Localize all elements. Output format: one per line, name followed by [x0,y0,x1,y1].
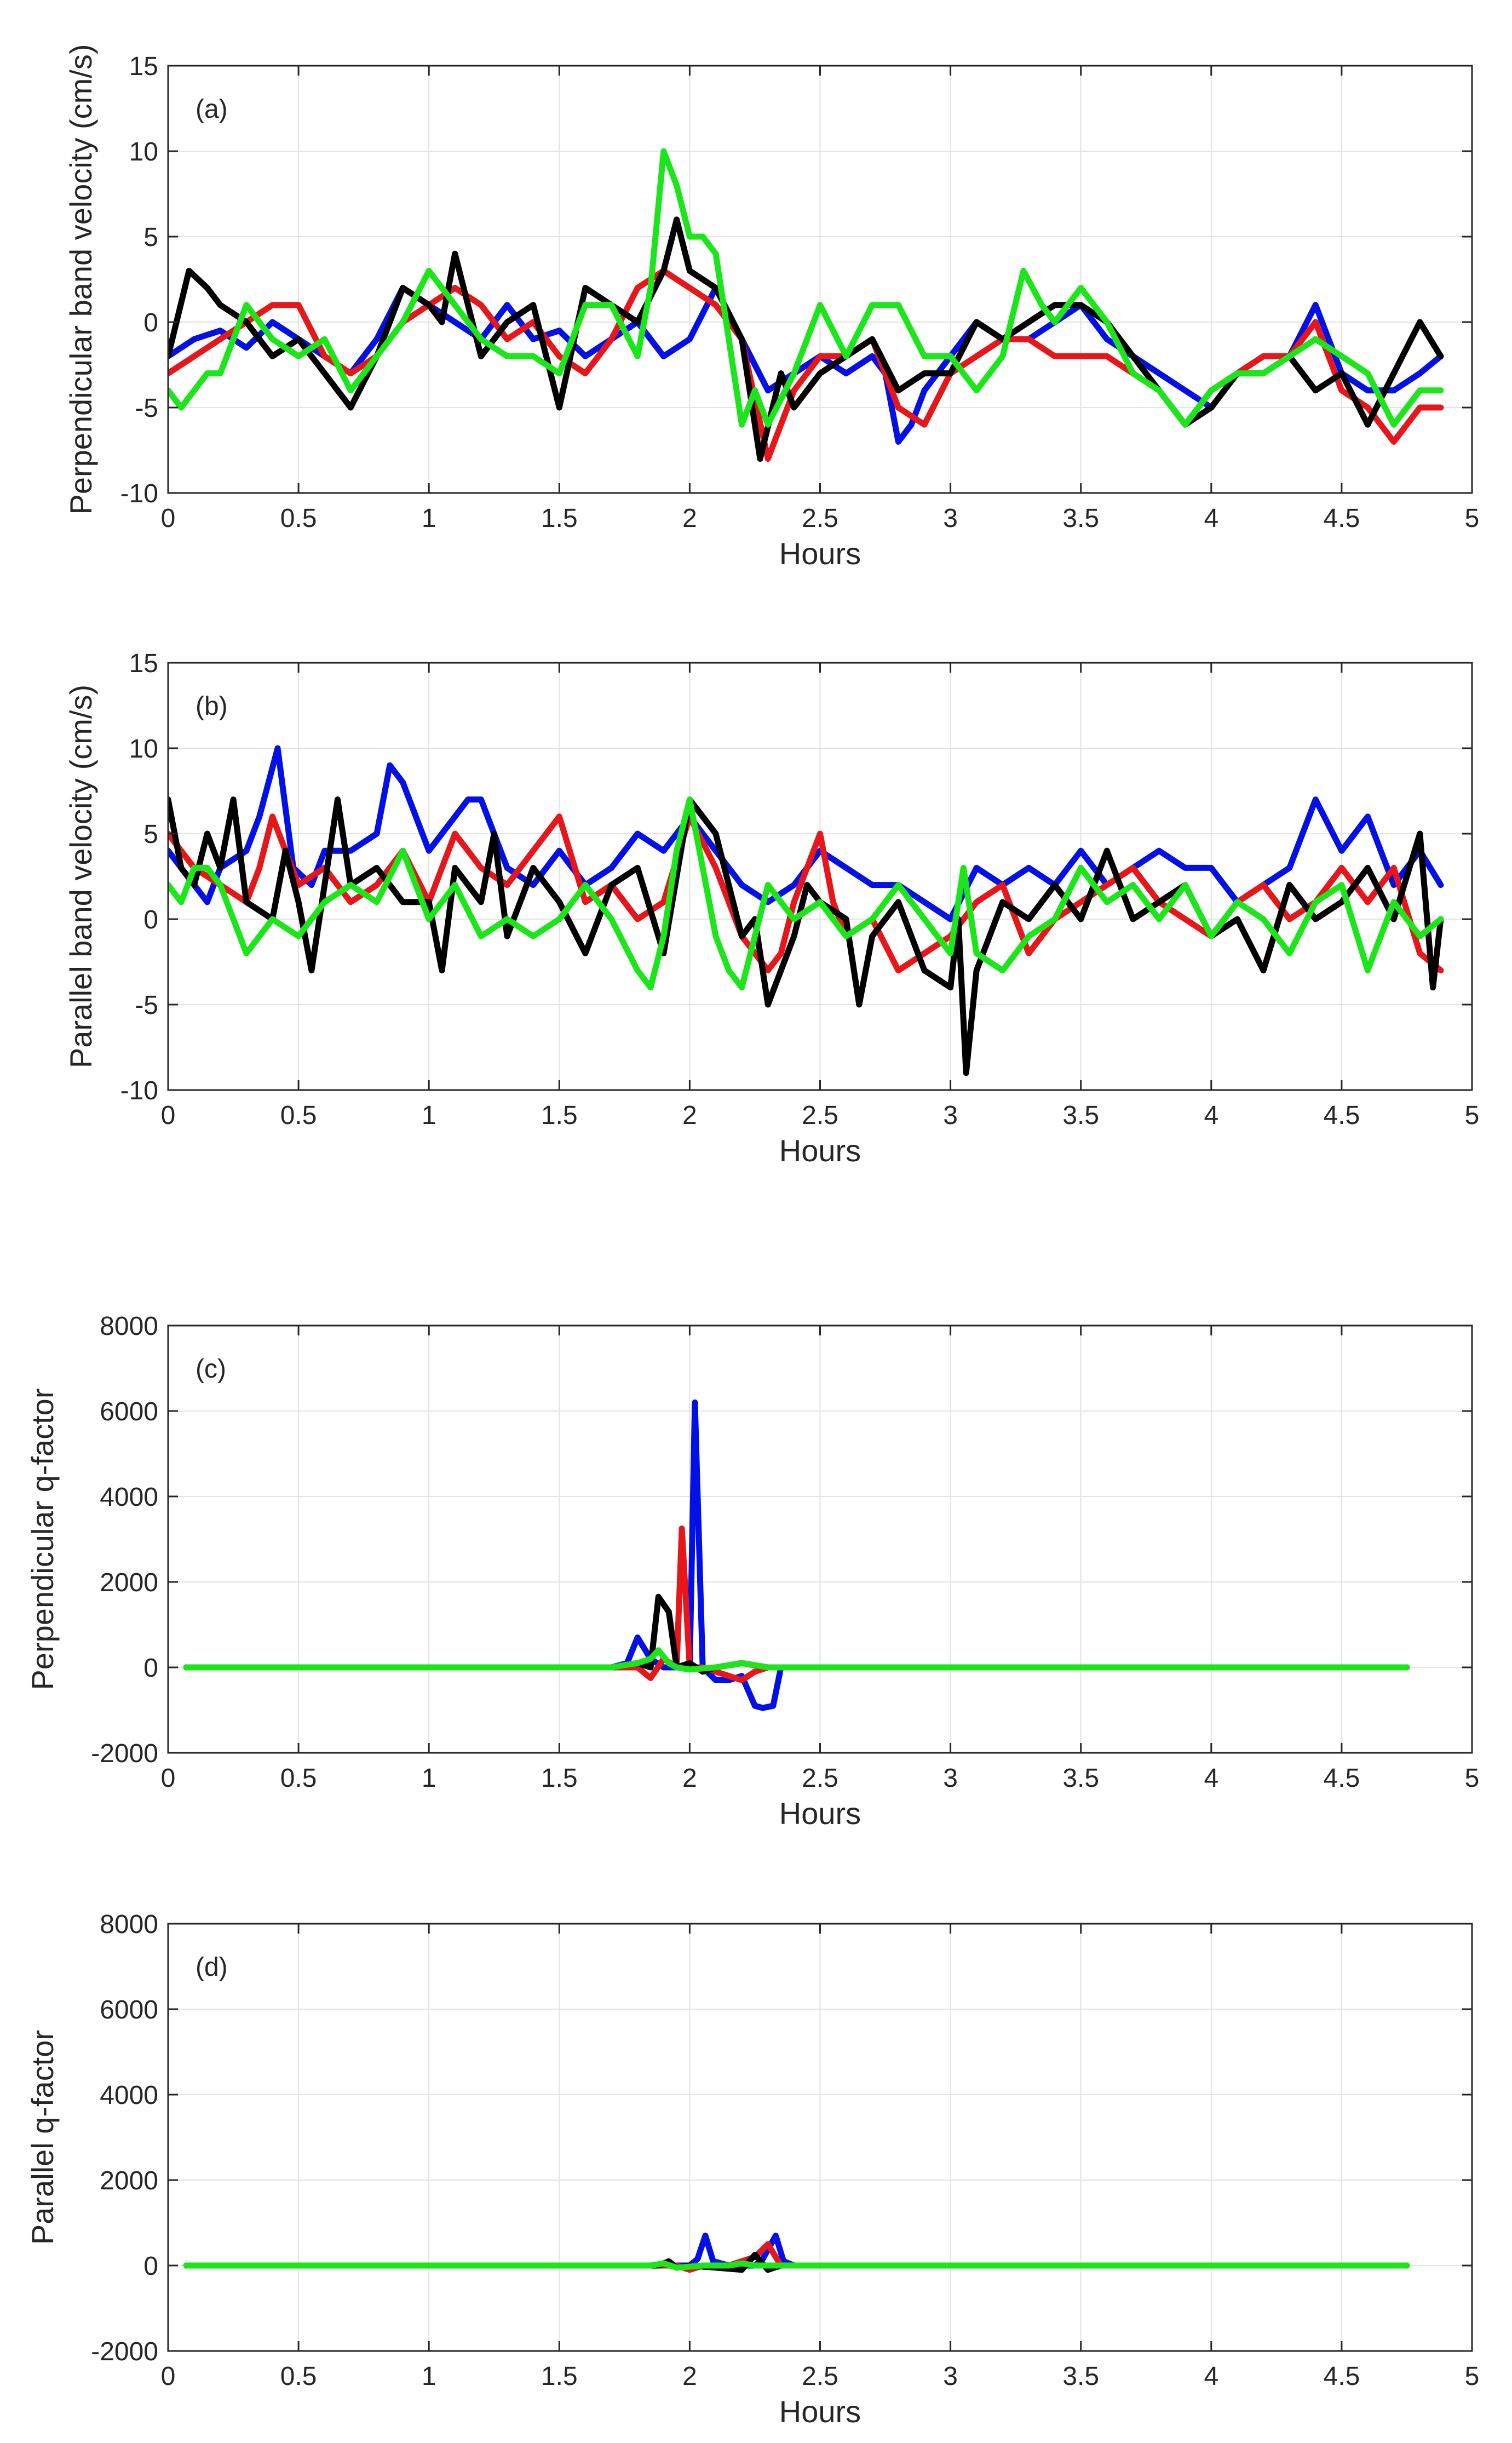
x-tick-label: 4 [1204,1101,1218,1130]
y-tick-label: 0 [143,2252,158,2281]
x-tick-label: 1 [422,1764,436,1793]
y-axis-label: Perpendicular band velocity (cm/s) [64,44,98,514]
x-tick-label: 2 [682,2362,697,2391]
y-tick-label: -10 [120,479,158,508]
y-tick-label: -2000 [91,1739,158,1768]
series-group [183,1399,1410,1711]
series-line-green [183,1647,1410,1673]
panel-a-perpendicular-velocity: 0 0.5 1 1.5 2 2.5 3 3.5 4 4.5 5 -10 -5 0 5 10 15 Hours Per… [64,44,1479,571]
y-tick-label: 10 [129,137,158,167]
x-axis-label: Hours [779,1796,861,1831]
x-tick-label: 5 [1465,2362,1480,2391]
y-tick-label: 0 [143,905,158,934]
y-tick-label: 10 [129,735,158,764]
x-tick-label: 2.5 [802,2362,838,2391]
y-tick-label: 2000 [100,1568,158,1597]
y-tick-label: 0 [143,1654,158,1683]
x-tick-label: 0 [161,504,176,533]
x-tick-label: 3 [943,1764,958,1793]
x-tick-label: 5 [1465,504,1480,533]
x-tick-label: 3 [943,504,958,533]
panel-label: (d) [196,1953,228,1982]
x-tick-label: 5 [1465,1764,1480,1793]
x-tick-label: 2.5 [802,1101,838,1130]
panel-label: (a) [196,95,228,124]
x-tick-label: 1.5 [541,1101,578,1130]
panel-label: (c) [196,1355,226,1384]
y-axis-label: Perpendicular q-factor [25,1389,60,1690]
y-tick-label: 4000 [100,1483,158,1512]
y-axis-label: Parallel band velocity (cm/s) [64,685,98,1068]
x-axis-label: Hours [779,1133,861,1168]
x-tick-label: 3.5 [1062,1101,1099,1130]
y-tick-label: 15 [129,52,158,81]
x-tick-label: 0 [161,1101,176,1130]
x-tick-label: 1.5 [541,1764,578,1793]
x-tick-label: 3 [943,2362,958,2391]
y-tick-label: 6000 [100,1397,158,1426]
x-axis-label: Hours [779,2394,861,2429]
x-tick-label: 1 [422,504,436,533]
y-tick-label: -5 [135,991,158,1020]
y-tick-label: 8000 [100,1312,158,1341]
y-tick-label: -5 [135,394,158,423]
x-tick-label: 3.5 [1062,2362,1099,2391]
x-tick-label: 2 [682,504,697,533]
x-tick-label: 4 [1204,504,1218,533]
x-tick-label: 2 [682,1101,697,1130]
y-tick-label: -2000 [91,2337,158,2366]
x-tick-label: 3 [943,1101,958,1130]
y-tick-label: 6000 [100,1995,158,2025]
series-group [168,148,1444,462]
x-tick-label: 0.5 [280,504,317,533]
x-tick-label: 0 [161,1764,176,1793]
y-tick-label: 4000 [100,2081,158,2110]
y-tick-label: 2000 [100,2166,158,2195]
x-tick-label: 4 [1204,1764,1218,1793]
x-tick-label: 1.5 [541,2362,578,2391]
series-group [183,2232,1410,2273]
panel-d-parallel-q-factor: 0 0.5 1 1.5 2 2.5 3 3.5 4 4.5 5-200002000400060008… [25,1910,1479,2429]
y-tick-label: 0 [143,308,158,337]
x-tick-label: 3.5 [1062,1764,1099,1793]
x-tick-label: 4.5 [1324,1764,1360,1793]
y-tick-label: 5 [143,820,158,849]
series-line-green [168,148,1444,428]
panel-label: (b) [196,692,228,721]
series-group [168,745,1444,1076]
x-tick-label: 2 [682,1764,697,1793]
x-tick-label: 1.5 [541,504,578,533]
x-tick-label: 4.5 [1324,504,1360,533]
panel-c-perpendicular-q-factor: 0 0.5 1 1.5 2 2.5 3 3.5 4 4.5 5-200002000400060008… [25,1312,1479,1831]
series-line-green [168,796,1444,991]
x-tick-label: 4.5 [1324,2362,1360,2391]
x-tick-label: 3.5 [1062,504,1099,533]
x-tick-label: 0 [161,2362,176,2391]
x-tick-label: 4 [1204,2362,1218,2391]
x-tick-label: 2.5 [802,1764,838,1793]
x-tick-label: 0.5 [280,1764,317,1793]
y-tick-label: -10 [120,1076,158,1105]
x-tick-label: 1 [422,1101,436,1130]
x-tick-label: 0.5 [280,2362,317,2391]
y-tick-label: 5 [143,223,158,252]
y-tick-label: 8000 [100,1910,158,1939]
x-tick-label: 5 [1465,1101,1480,1130]
x-tick-label: 1 [422,2362,436,2391]
y-tick-label: 15 [129,649,158,678]
y-axis-label: Parallel q-factor [25,2030,60,2245]
x-tick-label: 2.5 [802,504,838,533]
x-axis-label: Hours [779,536,861,571]
panel-b-parallel-velocity: 0 0.5 1 1.5 2 2.5 3 3.5 4 4.5 5 -10 -5 0 5 10 15 Hours Par… [64,649,1479,1168]
x-tick-label: 4.5 [1324,1101,1360,1130]
series-line-green [183,2260,1410,2271]
x-tick-label: 0.5 [280,1101,317,1130]
